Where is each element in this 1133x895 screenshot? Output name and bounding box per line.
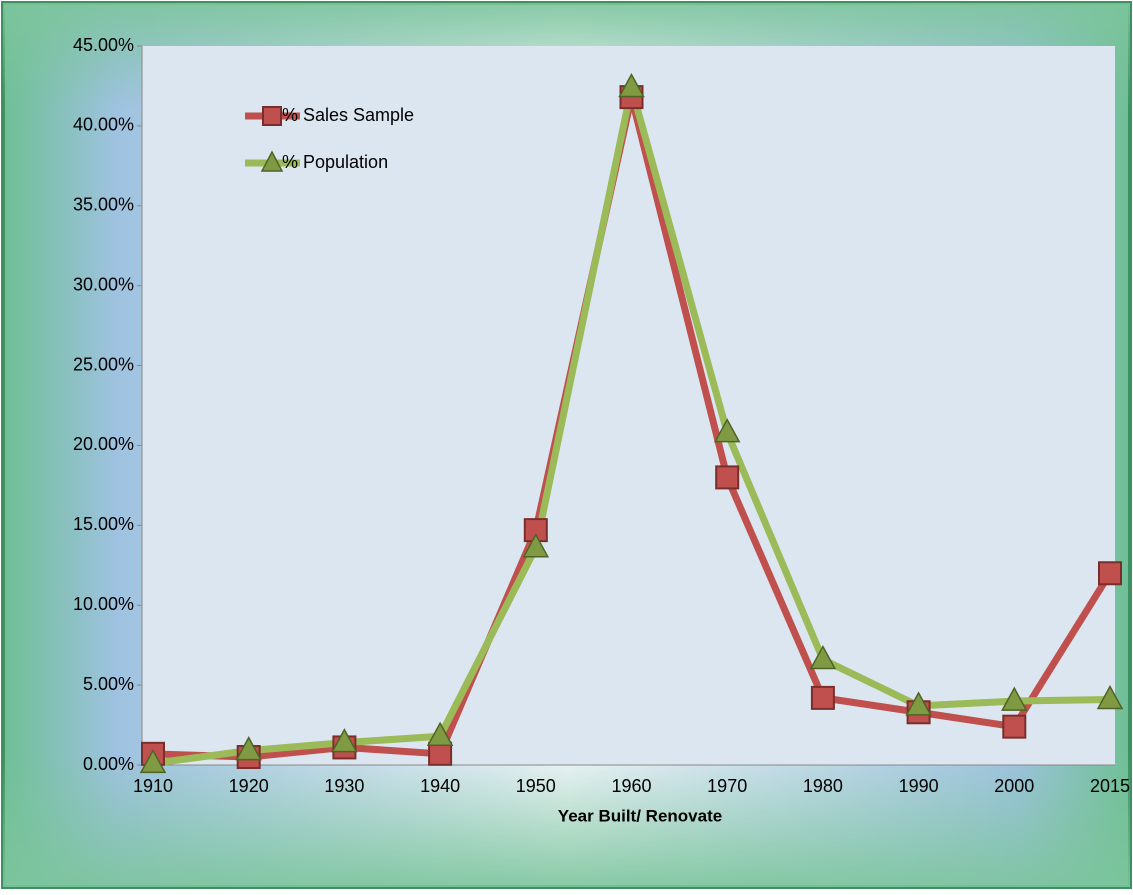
y-tick-label: 40.00% [73, 115, 134, 135]
x-tick-label: 2000 [994, 776, 1034, 796]
marker [235, 736, 262, 761]
x-tick-label: 1970 [707, 776, 747, 796]
y-tick-label: 45.00% [73, 35, 134, 55]
legend-label: % Sales Sample [282, 105, 414, 125]
marker [713, 418, 741, 443]
x-tick-label: 1930 [324, 776, 364, 796]
marker [426, 721, 454, 746]
y-tick-label: 30.00% [73, 274, 134, 294]
x-tick-label: 1960 [611, 776, 651, 796]
marker [1096, 684, 1124, 710]
y-tick-label: 0.00% [83, 754, 134, 774]
y-tick-label: 35.00% [73, 195, 134, 215]
y-tick-label: 15.00% [73, 514, 134, 534]
x-tick-label: 1990 [899, 776, 939, 796]
x-tick-label: 2015 [1090, 776, 1130, 796]
x-tick-label: 1910 [133, 776, 173, 796]
marker [809, 644, 837, 670]
marker [1002, 714, 1027, 739]
legend-marker [260, 150, 284, 172]
marker [715, 465, 740, 490]
x-tick-label: 1950 [516, 776, 556, 796]
marker [810, 685, 835, 710]
x-tick-label: 1980 [803, 776, 843, 796]
plot-area [142, 46, 1115, 765]
y-tick-label: 10.00% [73, 594, 134, 614]
legend-label: % Population [282, 152, 388, 172]
marker [139, 748, 167, 774]
legend-marker [262, 106, 282, 126]
y-tick-label: 25.00% [73, 354, 134, 374]
marker [1001, 686, 1028, 711]
marker [428, 741, 453, 766]
x-axis-title: Year Built/ Renovate [558, 806, 722, 825]
x-tick-label: 1920 [229, 776, 269, 796]
marker [905, 691, 932, 716]
marker [1098, 561, 1122, 586]
marker [618, 72, 645, 98]
x-tick-label: 1940 [420, 776, 460, 796]
marker [331, 728, 358, 753]
y-tick-label: 20.00% [73, 434, 134, 454]
marker [522, 533, 550, 558]
y-tick-label: 5.00% [83, 674, 134, 694]
